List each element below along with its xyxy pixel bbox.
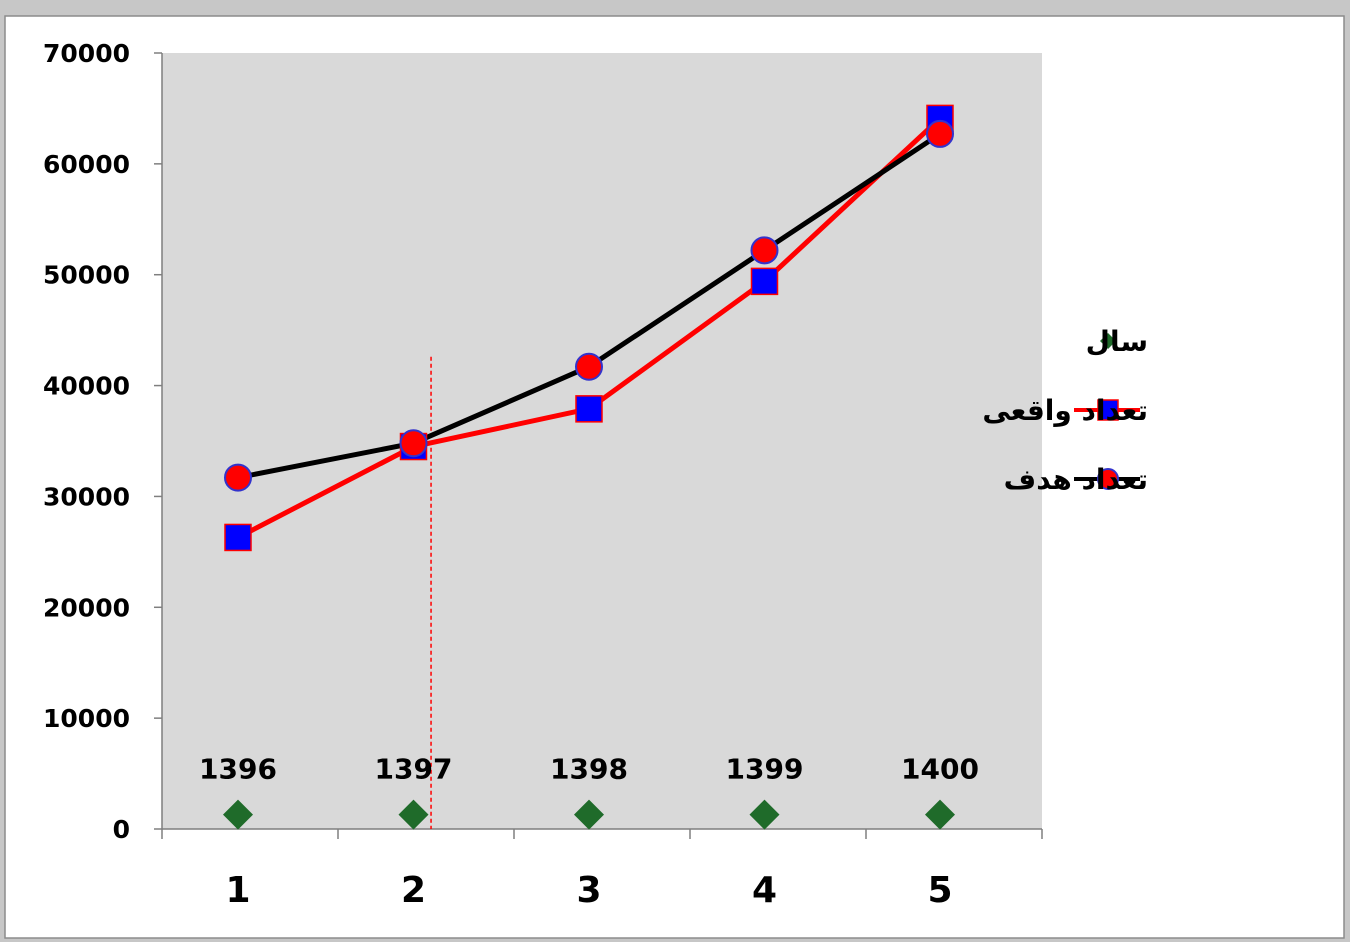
year-data-label: 1397 (375, 753, 453, 786)
y-tick-label: 60000 (43, 150, 130, 179)
x-tick-label: 4 (752, 870, 777, 911)
target-point (575, 352, 603, 381)
y-tick-label: 0 (113, 815, 130, 844)
year-data-label: 1398 (550, 753, 628, 786)
actual-point (224, 523, 252, 552)
y-tick-label: 40000 (43, 372, 130, 401)
legend-label: سال (1086, 325, 1148, 358)
x-tick-label: 1 (225, 870, 250, 911)
axes: 0 10000 20000 30000 40000 50000 60000 70000 1 2 3 4… (43, 39, 1043, 911)
actual-point (750, 267, 779, 296)
legend-year-marker (1100, 333, 1116, 349)
target-point (399, 429, 428, 458)
year-data-label: 1400 (901, 753, 979, 786)
y-tick-label: 10000 (43, 704, 130, 733)
year-point (398, 799, 429, 830)
target-point (926, 119, 954, 148)
y-tick-label: 70000 (43, 39, 130, 68)
year-point (223, 799, 253, 830)
year-point (749, 799, 780, 830)
year-point (925, 799, 955, 830)
target-point (750, 236, 779, 265)
legend: سال تعداد واقعی تعداد هدف (982, 325, 1148, 496)
legend-label: تعداد واقعی (982, 394, 1148, 427)
y-tick-label: 20000 (43, 593, 130, 622)
year-point (574, 799, 604, 830)
actual-point (575, 395, 603, 423)
series-layer: 1396 1397 1398 1399 1400 (199, 104, 979, 830)
legend-label: تعداد هدف (1004, 463, 1148, 496)
legend-actual-marker (1097, 399, 1119, 421)
y-tick-label: 50000 (43, 261, 130, 290)
plot-area (162, 53, 1042, 829)
year-data-label: 1396 (199, 753, 277, 786)
legend-target-marker (1097, 468, 1119, 490)
year-data-label: 1399 (726, 753, 804, 786)
x-tick-label: 5 (927, 870, 952, 911)
x-tick-label: 2 (401, 870, 426, 911)
x-tick-label: 3 (576, 870, 601, 911)
target-point (224, 463, 252, 492)
y-tick-label: 30000 (43, 482, 130, 511)
